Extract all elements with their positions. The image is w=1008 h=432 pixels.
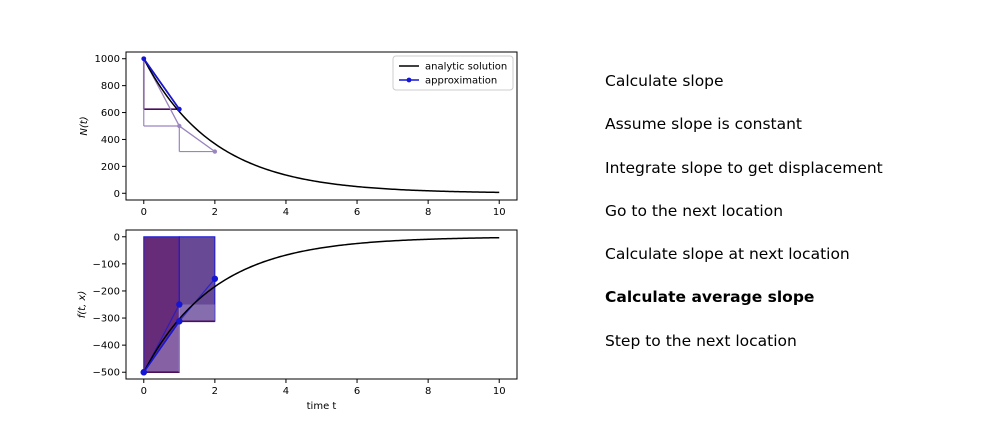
- y-tick-label: 1000: [95, 54, 120, 65]
- y-tick-label: 800: [101, 81, 120, 92]
- x-tick-label: 8: [425, 386, 431, 397]
- axes-frame: [125, 229, 518, 380]
- step-item: Calculate average slope: [605, 288, 815, 307]
- x-tick-label: 8: [425, 207, 431, 218]
- approximation-point: [176, 106, 182, 112]
- x-tick-label: 2: [212, 207, 218, 218]
- ghost-point: [212, 149, 218, 154]
- y-tick-label: −100: [93, 259, 120, 270]
- x-tick-label: 10: [493, 207, 506, 218]
- y-tick-label: −300: [93, 314, 120, 325]
- step-item: Calculate slope: [605, 72, 724, 90]
- legend-label-approximation: approximation: [425, 76, 497, 87]
- step-item: Calculate slope at next location: [605, 245, 850, 264]
- step-item: Step to the next location: [605, 331, 797, 350]
- axes-frame: [125, 51, 518, 201]
- x-tick-label: 0: [141, 386, 147, 397]
- x-tick-label: 6: [354, 386, 360, 397]
- step-item: Assume slope is constant: [605, 115, 802, 134]
- ghost-point: [177, 123, 182, 129]
- x-axis-label: time t: [307, 401, 337, 412]
- x-tick-label: 6: [354, 207, 360, 218]
- y-tick-label: 600: [101, 108, 120, 119]
- y-axis-label: N(t): [79, 116, 90, 135]
- step-item: Integrate slope to get displacement: [605, 158, 883, 177]
- population-plot: 0 2 4 6 8 10 0 200 400 600 800 1000 N(t) analytic sol…: [79, 51, 518, 218]
- approximation-line: [143, 58, 180, 110]
- x-tick-label: 4: [283, 386, 289, 397]
- slope-point: [176, 301, 183, 308]
- step-item: Go to the next location: [605, 201, 784, 220]
- legend-frame: [392, 55, 514, 91]
- y-tick-label: 0: [114, 232, 120, 243]
- approximation-point: [176, 318, 183, 325]
- analytic-line: [143, 236, 500, 373]
- algorithm-steps: Calculate slope Assume slope is constant I…: [605, 70, 883, 373]
- legend-label-analytic: analytic solution: [425, 62, 507, 73]
- x-tick-label: 4: [283, 207, 289, 218]
- y-tick-label: 200: [101, 162, 120, 173]
- y-axis-label: f(t, x): [77, 291, 88, 319]
- y-tick-label: 400: [101, 135, 120, 146]
- approximation-point: [140, 369, 147, 376]
- y-tick-label: −200: [93, 286, 120, 297]
- approximation-point: [141, 56, 147, 62]
- x-tick-label: 2: [212, 386, 218, 397]
- slope-point: [211, 275, 219, 282]
- legend: analytic solution approximation: [392, 55, 514, 91]
- x-tick-label: 10: [493, 386, 506, 397]
- y-tick-label: 0: [114, 189, 120, 200]
- legend-marker-approximation: [406, 77, 412, 83]
- analytic-line: [143, 58, 500, 194]
- y-tick-label: −500: [93, 368, 120, 379]
- slope-plot: 0 2 4 6 8 10 0 −100 −200 −300 −400 −500 f(t, x) time …: [77, 229, 518, 412]
- x-tick-label: 0: [141, 207, 147, 218]
- y-tick-label: −400: [93, 341, 120, 352]
- approximation-line: [143, 320, 180, 373]
